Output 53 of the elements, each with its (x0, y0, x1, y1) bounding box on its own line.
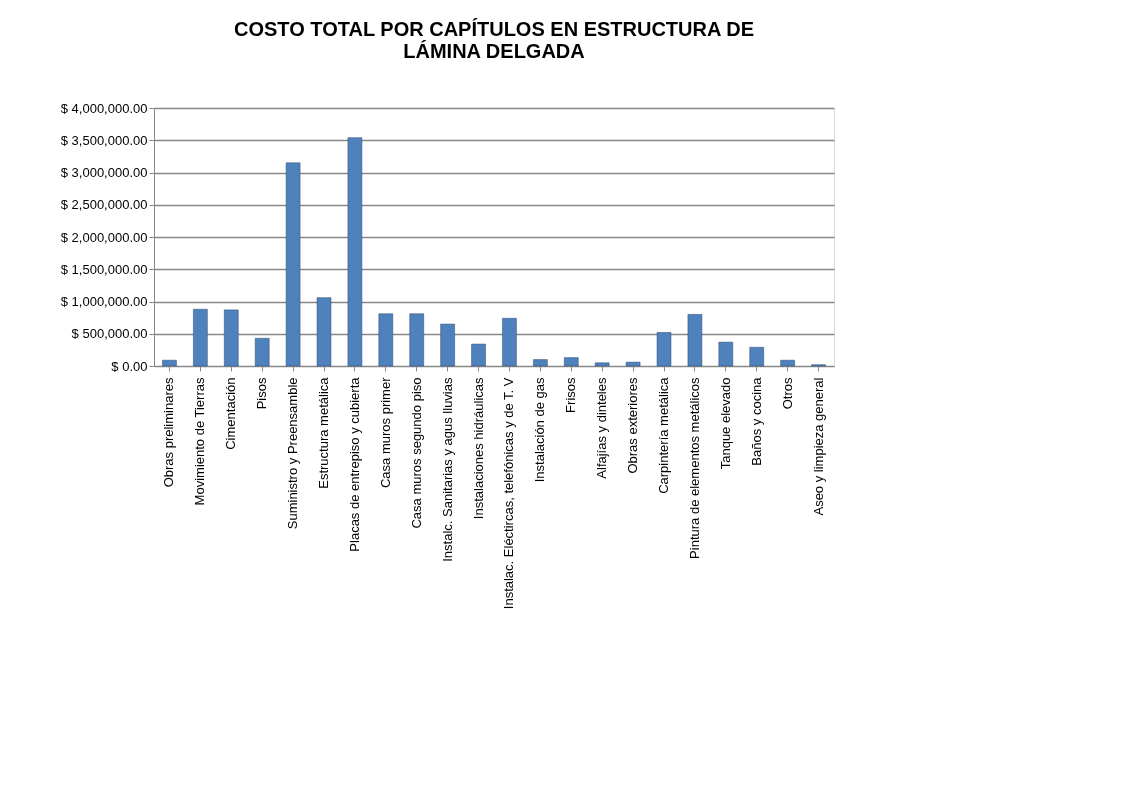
y-tick-label: $ 1,500,000.00 (60, 261, 148, 277)
chart-title: COSTO TOTAL POR CAPÍTULOS EN ESTRUCTURA DE LÁMINA DELGADA (233, 18, 755, 62)
x-tick-label: Instalación de gas (532, 377, 548, 483)
x-tick-label: Obras exteriores (625, 377, 641, 474)
bar (440, 323, 455, 367)
x-tick-label: Otros (779, 377, 795, 410)
y-tick-label: $ 3,000,000.00 (60, 165, 148, 180)
bar (502, 318, 517, 367)
x-tick-label: Cimentación (223, 377, 239, 450)
bar (224, 309, 239, 367)
x-tick-label: Baños y cocina (748, 376, 764, 466)
x-tick-label: Movimiento de Tierras (192, 377, 208, 506)
bar (347, 137, 363, 367)
y-tick-label: $ 3,500,000.00 (60, 132, 148, 148)
x-tick-label: Instalac. Eléctircas, telefónicas y de T. V (501, 377, 517, 610)
bar (193, 308, 208, 367)
x-tick-label: Pintura de elementos metálicos (686, 377, 702, 559)
x-tick-label: Casa muros primer (377, 376, 393, 489)
x-tick-label: Aseo y limpieza general (810, 377, 826, 516)
bar (780, 359, 795, 367)
bar (285, 162, 301, 367)
bar (564, 357, 579, 367)
bar (594, 362, 610, 367)
x-tick-label: Suministro y Preensamble (285, 377, 301, 530)
x-tick-label: Placas de entrepiso y cubierta (346, 376, 362, 552)
bar (378, 313, 394, 367)
bar (162, 359, 177, 367)
x-tick-label: Pisos (254, 377, 270, 410)
y-tick-label: $ 2,000,000.00 (60, 229, 148, 245)
x-tick-label: Instalc. Sanitarias y agus lluvias (439, 377, 455, 562)
x-tick-label: Carpintería metálica (656, 376, 671, 494)
y-tick-label: $ 4,000,000.00 (60, 100, 148, 116)
x-tick-label: Estructura metálica (316, 376, 331, 489)
y-tick-label: $ 0.00 (111, 358, 148, 374)
x-tick-label: Tanque elevado (717, 377, 733, 470)
x-tick-label: Frisos (563, 377, 579, 413)
x-tick-label: Obras preliminares (161, 377, 177, 488)
bar (316, 297, 332, 367)
x-tick-label: Instalaciones hidráulicas (470, 377, 486, 520)
bar (749, 347, 764, 367)
bar (533, 359, 548, 367)
bar (656, 332, 672, 367)
y-tick-label: $ 1,000,000.00 (60, 294, 148, 309)
x-tick-label: Alfajías y dinteles (594, 377, 610, 479)
bar (625, 361, 641, 367)
bar (718, 341, 734, 367)
x-tick-label: Casa muros segundo piso (408, 377, 424, 529)
bar (687, 314, 703, 367)
y-tick-label: $ 500,000.00 (71, 326, 148, 342)
bar (254, 338, 270, 367)
bar (409, 313, 424, 367)
bar (471, 343, 486, 367)
y-tick-label: $ 2,500,000.00 (60, 197, 148, 213)
